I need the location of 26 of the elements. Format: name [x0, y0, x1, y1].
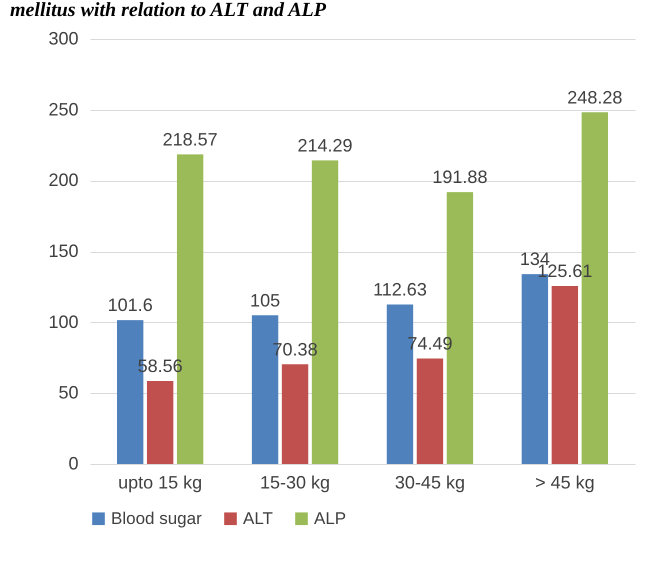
data-label: 101.6: [108, 295, 153, 316]
bar: [146, 381, 174, 464]
y-tick-label: 100: [48, 312, 78, 332]
data-label: 218.57: [162, 129, 218, 150]
x-tick-label: > 45 kg: [535, 472, 595, 492]
y-tick-label: 300: [48, 28, 78, 48]
data-label: 248.28: [567, 87, 622, 108]
x-tick-label: 30-45 kg: [394, 472, 465, 492]
x-tick-label: upto 15 kg: [118, 472, 202, 492]
data-label: 191.88: [432, 167, 488, 188]
chart-title: mellitus with relation to ALT and ALP: [10, 0, 327, 21]
bar: [416, 358, 444, 464]
y-tick-label: 200: [48, 170, 78, 190]
bar: [282, 364, 308, 464]
data-label: 105: [250, 290, 280, 310]
legend-label: ALT: [243, 508, 273, 528]
data-label: 112.63: [373, 279, 427, 300]
y-tick-label: 50: [58, 382, 78, 403]
bar: [552, 286, 578, 464]
y-tick-label: 150: [48, 241, 78, 261]
x-tick-label: 15-30 kg: [260, 472, 330, 492]
data-label: 214.29: [297, 135, 353, 156]
y-tick-label: 0: [68, 454, 78, 474]
legend-label: Blood sugar: [111, 508, 202, 528]
y-tick-label: 250: [48, 99, 78, 120]
legend-label: ALP: [314, 508, 346, 528]
